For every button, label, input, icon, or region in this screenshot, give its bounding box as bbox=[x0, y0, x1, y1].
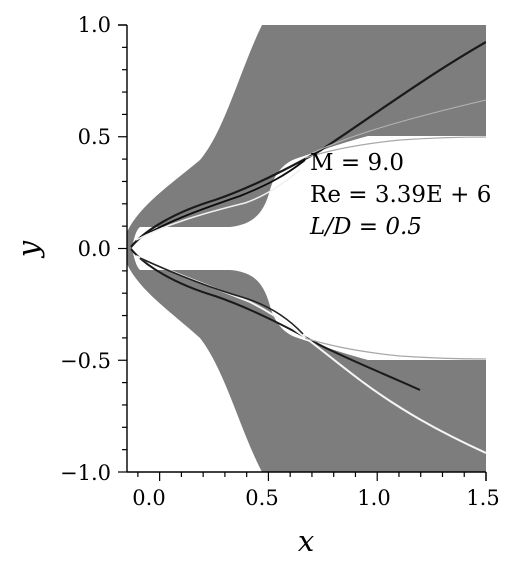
y-tick-label: 0.0 bbox=[78, 237, 111, 261]
y-tick-label: −1.0 bbox=[60, 461, 111, 485]
upper-reflected-wave bbox=[309, 99, 486, 155]
x-tick-label: 1.5 bbox=[466, 486, 499, 510]
lower-shear-layer bbox=[304, 337, 486, 360]
lower-bow-shock bbox=[130, 248, 421, 391]
upper-separation-shock bbox=[139, 159, 306, 239]
x-tick-label: 0.5 bbox=[245, 486, 278, 510]
flow-domain-lower bbox=[127, 248, 486, 472]
y-tick-label: 1.0 bbox=[78, 13, 111, 37]
y-axis-label: y bbox=[11, 240, 45, 259]
upper-expansion-band bbox=[135, 169, 301, 241]
x-axis-label: x bbox=[298, 524, 314, 558]
annotation-reynolds: Re = 3.39E + 6 bbox=[310, 182, 491, 208]
upper-bow-shock bbox=[130, 41, 486, 248]
flow-domain-upper bbox=[127, 25, 486, 248]
y-tick-label: 0.5 bbox=[78, 125, 111, 149]
flow-field-image bbox=[127, 25, 486, 472]
x-tick-label: 0.0 bbox=[132, 486, 165, 510]
lower-separation-shock bbox=[139, 257, 304, 335]
annotation-mach: M = 9.0 bbox=[310, 150, 404, 176]
y-tick-label: −0.5 bbox=[60, 349, 111, 373]
x-tick-label: 1.0 bbox=[357, 486, 390, 510]
annotation-ld: L/D = 0.5 bbox=[309, 214, 422, 240]
upper-shear-layer bbox=[304, 136, 486, 159]
axis-ticks bbox=[118, 24, 487, 481]
